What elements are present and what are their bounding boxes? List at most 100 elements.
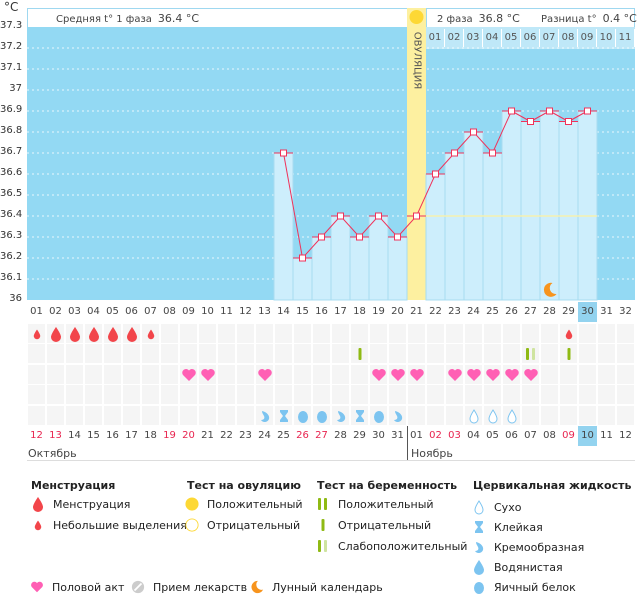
grid-cell[interactable]	[465, 324, 482, 343]
grid-cell[interactable]	[294, 344, 311, 364]
grid-cell[interactable]	[28, 405, 45, 425]
date-label[interactable]: 26	[296, 430, 309, 441]
date-label[interactable]: 10	[578, 426, 597, 446]
cycle-day-label[interactable]: 27	[524, 306, 537, 317]
grid-cell[interactable]	[161, 364, 178, 384]
date-label[interactable]: 01	[410, 430, 423, 441]
grid-cell[interactable]	[66, 405, 83, 425]
grid-cell[interactable]	[522, 324, 539, 343]
cycle-day-label[interactable]: 23	[448, 306, 461, 317]
grid-cell[interactable]	[275, 324, 292, 343]
cycle-day-label[interactable]: 29	[562, 306, 575, 317]
grid-cell[interactable]	[47, 364, 64, 384]
grid-cell[interactable]	[66, 385, 83, 405]
date-label[interactable]: 18	[144, 430, 157, 441]
grid-cell[interactable]	[522, 405, 539, 425]
grid-cell[interactable]	[237, 344, 254, 364]
cycle-day-label[interactable]: 04	[87, 306, 100, 317]
grid-cell[interactable]	[598, 385, 615, 405]
date-label[interactable]: 20	[182, 430, 195, 441]
grid-cell[interactable]	[313, 324, 330, 343]
grid-cell[interactable]	[66, 364, 83, 384]
grid-cell[interactable]	[180, 405, 197, 425]
date-label[interactable]: 05	[486, 430, 499, 441]
grid-cell[interactable]	[408, 385, 425, 405]
grid-cell[interactable]	[446, 385, 463, 405]
grid-cell[interactable]	[275, 385, 292, 405]
grid-cell[interactable]	[47, 385, 64, 405]
grid-cell[interactable]	[123, 364, 140, 384]
grid-cell[interactable]	[484, 385, 501, 405]
grid-cell[interactable]	[617, 364, 634, 384]
cycle-day-label[interactable]: 22	[429, 306, 442, 317]
cycle-day-label[interactable]: 17	[334, 306, 347, 317]
date-label[interactable]: 06	[505, 430, 518, 441]
grid-cell[interactable]	[294, 385, 311, 405]
grid-cell[interactable]	[408, 324, 425, 343]
grid-cell[interactable]	[28, 385, 45, 405]
grid-cell[interactable]	[541, 405, 558, 425]
grid-cell[interactable]	[427, 344, 444, 364]
grid-cell[interactable]	[85, 385, 102, 405]
grid-cell[interactable]	[275, 344, 292, 364]
grid-cell[interactable]	[104, 364, 121, 384]
grid-cell[interactable]	[541, 344, 558, 364]
grid-cell[interactable]	[408, 344, 425, 364]
grid-cell[interactable]	[294, 364, 311, 384]
date-label[interactable]: 19	[163, 430, 176, 441]
cycle-day-label[interactable]: 01	[30, 306, 43, 317]
date-label[interactable]: 12	[619, 430, 632, 441]
grid-cell[interactable]	[294, 324, 311, 343]
grid-cell[interactable]	[85, 405, 102, 425]
grid-cell[interactable]	[541, 324, 558, 343]
cycle-day-label[interactable]: 32	[619, 306, 632, 317]
grid-cell[interactable]	[313, 364, 330, 384]
grid-cell[interactable]	[560, 364, 577, 384]
grid-cell[interactable]	[541, 385, 558, 405]
grid-cell[interactable]	[446, 344, 463, 364]
grid-cell[interactable]	[199, 324, 216, 343]
grid-cell[interactable]	[579, 385, 596, 405]
grid-cell[interactable]	[275, 364, 292, 384]
cycle-day-label[interactable]: 16	[315, 306, 328, 317]
grid-cell[interactable]	[351, 385, 368, 405]
cycle-day-label[interactable]: 09	[182, 306, 195, 317]
grid-cell[interactable]	[199, 385, 216, 405]
date-label[interactable]: 12	[30, 430, 43, 441]
grid-cell[interactable]	[579, 405, 596, 425]
grid-cell[interactable]	[503, 324, 520, 343]
cycle-day-label[interactable]: 19	[372, 306, 385, 317]
grid-cell[interactable]	[579, 324, 596, 343]
grid-cell[interactable]	[237, 364, 254, 384]
grid-cell[interactable]	[256, 344, 273, 364]
grid-cell[interactable]	[256, 324, 273, 343]
grid-cell[interactable]	[427, 364, 444, 384]
grid-cell[interactable]	[123, 385, 140, 405]
cycle-day-label[interactable]: 18	[353, 306, 366, 317]
grid-cell[interactable]	[598, 324, 615, 343]
grid-cell[interactable]	[389, 344, 406, 364]
cycle-day-label[interactable]: 28	[543, 306, 556, 317]
grid-cell[interactable]	[484, 344, 501, 364]
grid-cell[interactable]	[389, 385, 406, 405]
grid-cell[interactable]	[85, 364, 102, 384]
date-label[interactable]: 17	[125, 430, 138, 441]
grid-cell[interactable]	[332, 344, 349, 364]
cycle-day-label[interactable]: 30	[578, 302, 597, 322]
grid-cell[interactable]	[161, 344, 178, 364]
grid-cell[interactable]	[617, 405, 634, 425]
grid-cell[interactable]	[332, 324, 349, 343]
grid-cell[interactable]	[351, 364, 368, 384]
grid-cell[interactable]	[218, 324, 235, 343]
cycle-day-label[interactable]: 03	[68, 306, 81, 317]
grid-cell[interactable]	[218, 344, 235, 364]
grid-cell[interactable]	[180, 344, 197, 364]
date-label[interactable]: 04	[467, 430, 480, 441]
grid-cell[interactable]	[427, 324, 444, 343]
cycle-day-label[interactable]: 05	[106, 306, 119, 317]
grid-cell[interactable]	[332, 385, 349, 405]
cycle-day-label[interactable]: 31	[600, 306, 613, 317]
grid-cell[interactable]	[218, 405, 235, 425]
grid-cell[interactable]	[142, 364, 159, 384]
date-label[interactable]: 03	[448, 430, 461, 441]
